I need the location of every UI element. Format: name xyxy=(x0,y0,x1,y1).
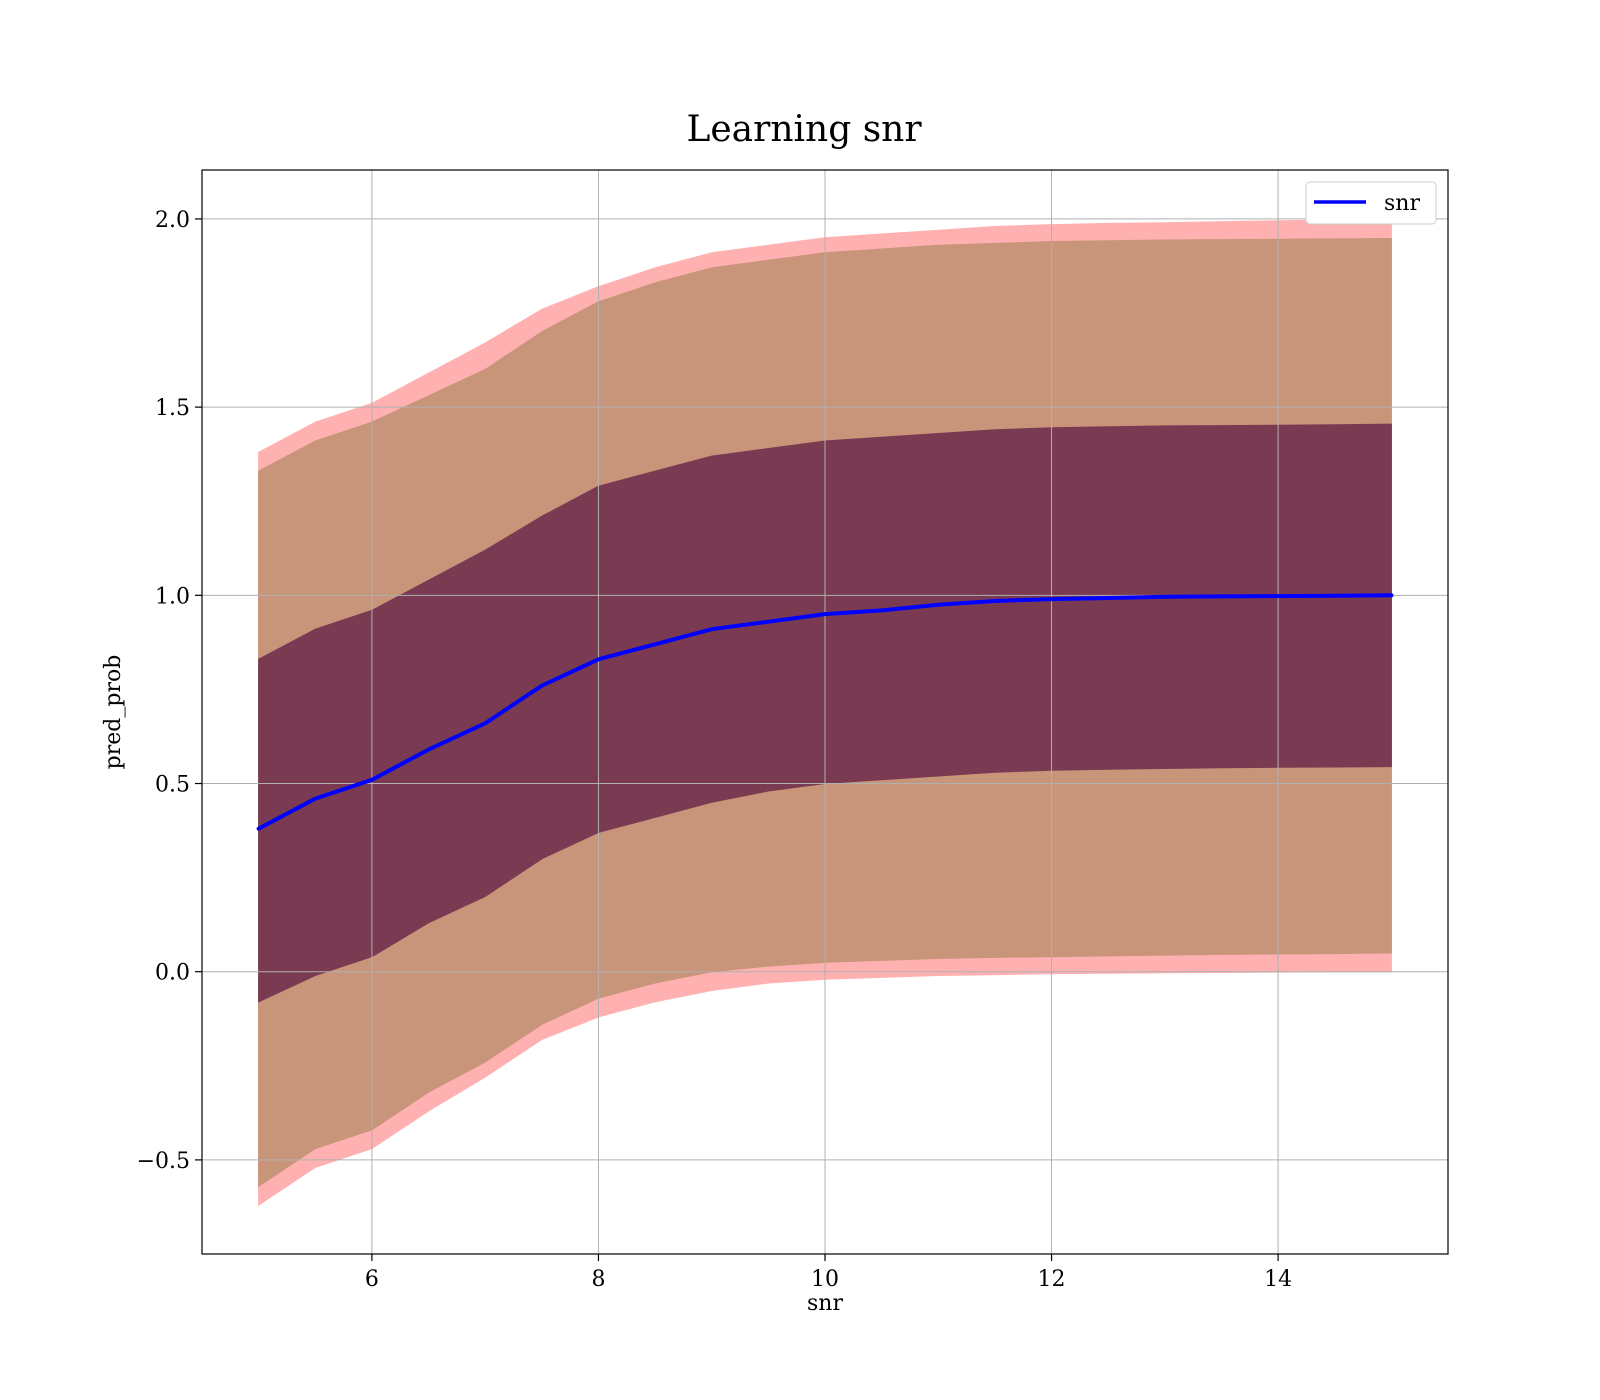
x-tick-label: 14 xyxy=(1264,1267,1292,1292)
x-tick-label: 10 xyxy=(811,1267,839,1292)
series-line-snr xyxy=(256,593,1394,831)
y-tick-label: 0.0 xyxy=(155,961,190,986)
grid-lines xyxy=(202,170,1448,1254)
x-tick-label: 12 xyxy=(1038,1267,1066,1292)
series-lines xyxy=(256,593,1394,831)
legend-box xyxy=(1305,181,1437,225)
x-axis-label: snr xyxy=(807,1291,843,1316)
y-axis-ticks: −0.5 0.0 0.5 1.0 1.5 2.0 xyxy=(137,208,202,1174)
y-tick-label: 1.0 xyxy=(155,584,190,609)
chart-title: Learning snr xyxy=(686,109,922,150)
x-axis-ticks: 6 8 10 12 14 xyxy=(365,1254,1292,1292)
legend: snr xyxy=(1305,181,1437,225)
y-tick-label: 2.0 xyxy=(155,208,190,233)
legend-label-snr: snr xyxy=(1384,191,1420,216)
y-tick-label: 0.5 xyxy=(155,773,190,798)
x-tick-label: 6 xyxy=(365,1267,379,1292)
y-tick-label: 1.5 xyxy=(155,396,190,421)
y-axis-label: pred_prob xyxy=(101,655,126,770)
y-tick-label: −0.5 xyxy=(137,1149,190,1174)
x-tick-label: 8 xyxy=(591,1267,605,1292)
